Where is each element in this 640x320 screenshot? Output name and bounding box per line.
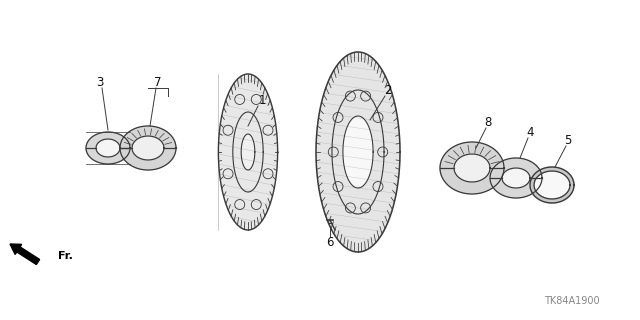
Ellipse shape [316,52,400,252]
Text: 3: 3 [96,76,104,89]
Ellipse shape [218,74,278,230]
Ellipse shape [241,134,255,170]
Ellipse shape [490,158,542,198]
Ellipse shape [120,126,176,170]
Ellipse shape [132,136,164,160]
Ellipse shape [86,132,130,164]
Text: 1: 1 [259,93,266,107]
Text: Fr.: Fr. [58,251,73,261]
Text: 6: 6 [326,236,333,249]
Ellipse shape [454,154,490,182]
Ellipse shape [530,167,574,203]
Ellipse shape [534,171,570,199]
Text: 7: 7 [154,76,162,89]
Text: 5: 5 [564,133,572,147]
Ellipse shape [440,142,504,194]
Ellipse shape [502,168,530,188]
Text: 4: 4 [526,125,534,139]
Text: 8: 8 [484,116,492,129]
Text: TK84A1900: TK84A1900 [545,296,600,306]
Text: 2: 2 [384,84,392,97]
FancyArrow shape [10,244,40,265]
Ellipse shape [343,116,373,188]
Ellipse shape [96,139,120,157]
